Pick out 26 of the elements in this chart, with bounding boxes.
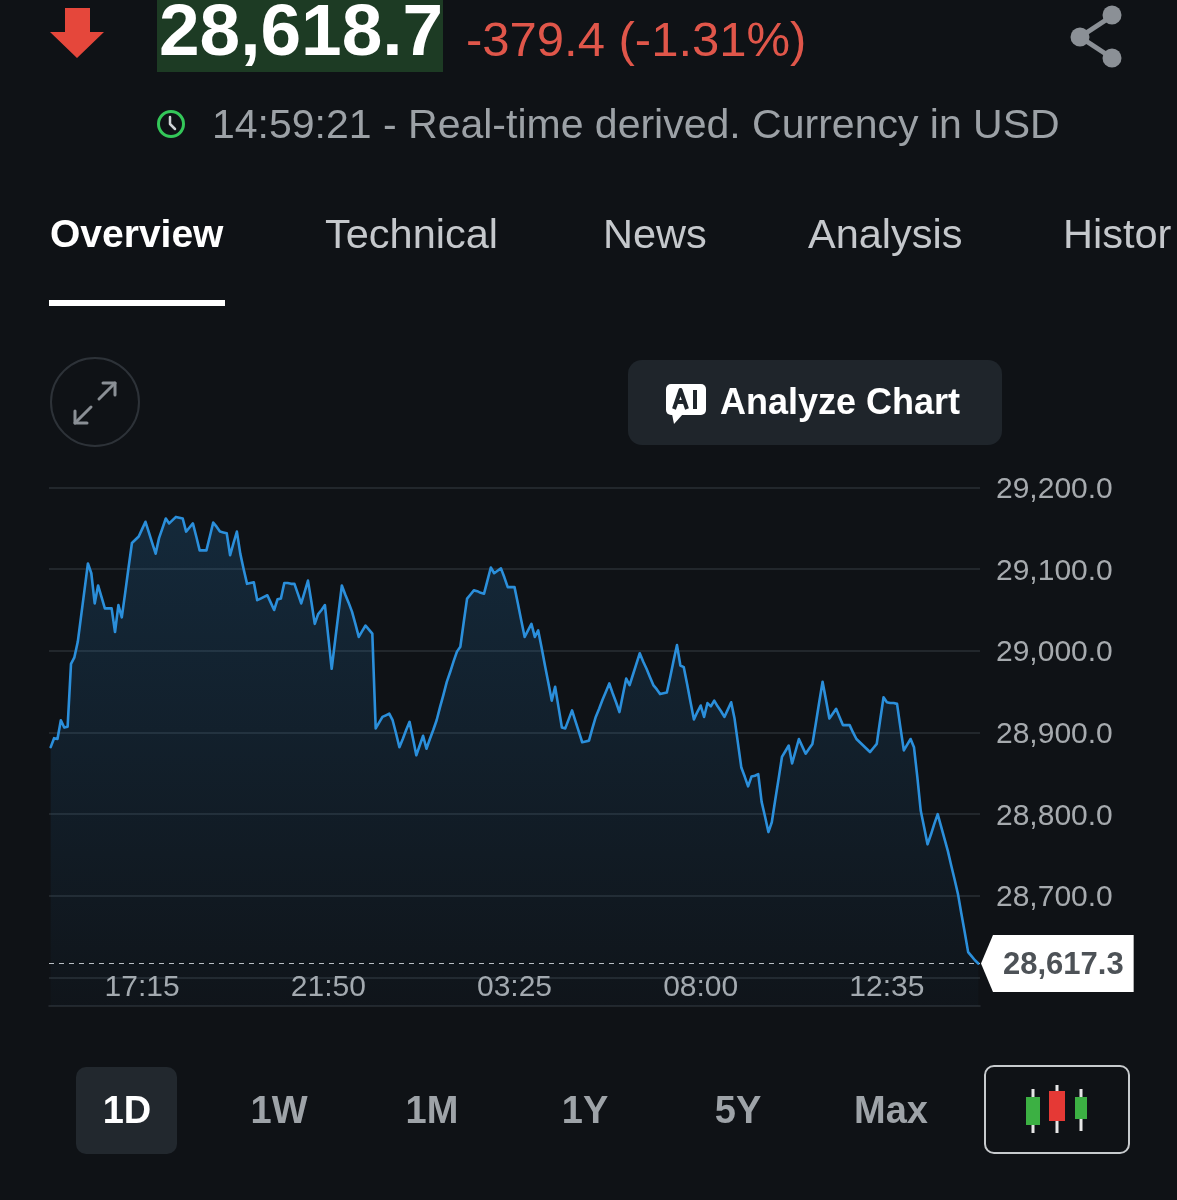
text: Technical (325, 210, 499, 257)
y-tick-label: 28,900.0 (996, 715, 1113, 749)
text: 1W (250, 1089, 308, 1131)
y-tick-label: 28,700.0 (996, 879, 1113, 913)
text: Overview (50, 212, 224, 255)
y-tick-label: 28,800.0 (996, 797, 1113, 831)
chart-subtitle: -379.4 (-1.31%) (466, 12, 807, 66)
text: 1M (405, 1089, 459, 1131)
text: Analysis (808, 210, 963, 257)
ref-line-label: 28,617.3 (1003, 945, 1124, 981)
y-tick-label: 29,000.0 (996, 634, 1113, 668)
x-tick-label: 17:15 (104, 968, 180, 1002)
y-tick-label: 29,100.0 (996, 552, 1113, 586)
text: 1D (102, 1089, 152, 1131)
x-tick-label: 12:35 (849, 968, 925, 1002)
x-tick-label: 03:25 (476, 968, 553, 1002)
text: 5Y (714, 1089, 762, 1131)
text: Max (854, 1089, 928, 1131)
x-tick-label: 08:00 (663, 968, 739, 1002)
text: News (603, 210, 707, 257)
text: Histor (1063, 210, 1172, 257)
text: 1Y (561, 1089, 609, 1131)
y-tick-label: 29,200.0 (996, 471, 1113, 504)
text: 14:59:21 - Real-time derived. Currency in USD (212, 101, 1060, 147)
text: Analyze Chart (720, 381, 961, 422)
x-tick-label: 21:50 (290, 968, 366, 1002)
